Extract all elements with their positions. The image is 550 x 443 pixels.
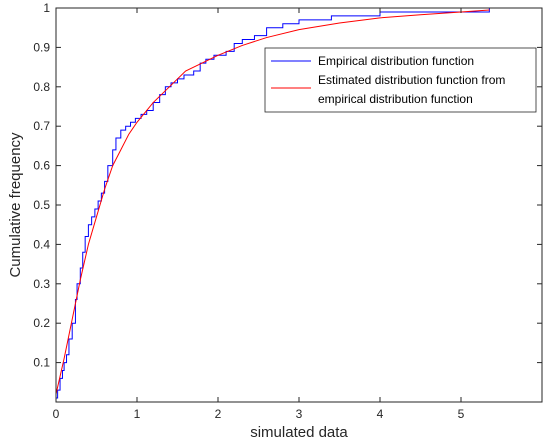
y-tick-label-6: 0.7 — [33, 119, 50, 133]
legend-label-empirical: Empirical distribution function — [318, 54, 474, 68]
y-tick-label-3: 0.4 — [33, 237, 50, 251]
legend-box — [264, 47, 537, 113]
x-tick-label-3: 3 — [296, 407, 303, 421]
x-tick-label-0: 0 — [53, 407, 60, 421]
y-axis-label: Cumulative frequency — [7, 132, 24, 278]
series-layer — [55, 7, 542, 402]
ticks-layer: 0 1 2 3 4 5 0.1 0.2 0.3 0.4 0.5 0.6 0.7 0.8 0.9 1 — [33, 1, 542, 421]
y-tick-label-5: 0.6 — [33, 159, 50, 173]
y-tick-label-4: 0.5 — [33, 198, 50, 212]
x-tick-label-4: 4 — [377, 407, 384, 421]
x-tick-label-2: 2 — [215, 407, 222, 421]
series-line-1 — [55, 9, 490, 395]
y-tick-label-7: 0.8 — [33, 80, 50, 94]
x-axis-label: simulated data — [250, 424, 348, 441]
legend-label-estimated-line2: empirical distribution function — [318, 92, 473, 106]
x-tick-label-1: 1 — [134, 407, 141, 421]
legend: Empirical distribution function Estimate… — [264, 47, 537, 113]
x-tick-label-5: 5 — [458, 407, 465, 421]
y-tick-label-1: 0.2 — [33, 316, 50, 330]
legend-label-estimated-line1: Estimated distribution function from — [318, 73, 505, 87]
series-line-0 — [55, 7, 542, 402]
y-tick-label-2: 0.3 — [33, 277, 50, 291]
y-tick-label-9: 1 — [43, 1, 50, 15]
y-tick-label-0: 0.1 — [33, 356, 50, 370]
y-tick-label-8: 0.9 — [33, 40, 50, 54]
